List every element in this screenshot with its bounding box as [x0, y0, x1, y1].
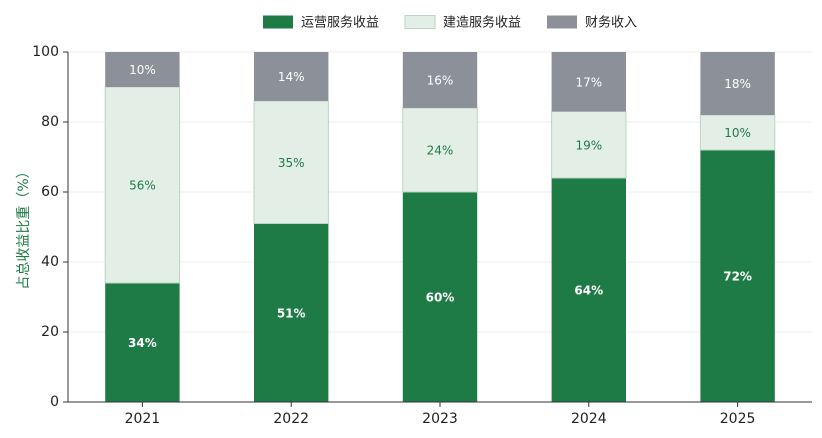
data-label-2022-s0: 51% — [277, 306, 306, 320]
axes: 0 20 40 60 80 100 2021 2022 2023 2024 2025 — [32, 44, 812, 427]
data-label-2024-s2: 17% — [575, 75, 602, 89]
y-tick-label: 20 — [41, 324, 59, 340]
legend-label-0: 运营服务收益 — [301, 15, 379, 31]
x-tick-label: 2023 — [422, 411, 458, 427]
bar-segment-2021-s1 — [104, 86, 181, 284]
bar-segment-2022-s0 — [254, 223, 329, 402]
bar-segment-2024-s1 — [551, 111, 627, 179]
data-label-2023-s1: 24% — [427, 144, 454, 158]
bar-segment-2023-s1 — [402, 107, 478, 193]
bar-segment-2023-s0 — [402, 192, 478, 402]
bar-segment-2021-s2 — [105, 52, 180, 87]
data-label-2022-s2: 14% — [278, 70, 305, 84]
bar-segment-2025-s0 — [700, 150, 775, 402]
data-label-2025-s2: 18% — [724, 77, 751, 91]
x-tick-label: 2021 — [125, 411, 161, 427]
bar-segment-2023-s2 — [402, 52, 478, 108]
legend-swatch-2 — [547, 15, 577, 29]
x-tick-label: 2024 — [571, 411, 607, 427]
bar-segment-2021-s0 — [105, 283, 180, 402]
data-label-2024-s1: 19% — [575, 138, 602, 152]
data-label-2024-s0: 64% — [574, 284, 603, 298]
y-axis-label: 占总收益比重（%） — [16, 164, 32, 289]
data-label-2021-s2: 10% — [129, 63, 156, 77]
data-label-2025-s0: 72% — [723, 270, 752, 284]
bar-segment-2024-s2 — [551, 52, 626, 112]
bar-segment-2022-s1 — [253, 100, 329, 224]
legend-label-1: 建造服务收益 — [443, 15, 521, 31]
segment-labels: 34% 56% 10% 51% 35% 14% 60% 24% 16% 64% 19% 17% 72% 1… — [128, 63, 752, 350]
y-tick-label: 80 — [41, 114, 59, 130]
bars — [104, 52, 776, 402]
bar-segment-2025-s1 — [699, 114, 776, 151]
y-tick-label: 40 — [41, 254, 59, 270]
bar-segment-2022-s2 — [254, 52, 329, 101]
y-tick-label: 0 — [50, 394, 59, 410]
data-label-2021-s1: 56% — [129, 179, 156, 193]
data-label-2021-s0: 34% — [128, 336, 157, 350]
legend-swatch-0 — [263, 15, 293, 29]
data-label-2025-s1: 10% — [724, 126, 751, 140]
legend-swatch-1 — [404, 15, 436, 29]
y-tick-label: 60 — [41, 184, 59, 200]
x-tick-label: 2025 — [720, 411, 756, 427]
data-label-2023-s2: 16% — [427, 74, 454, 88]
bar-segment-2025-s2 — [700, 52, 775, 115]
legend-label-2: 财务收入 — [585, 15, 637, 31]
data-label-2022-s1: 35% — [278, 156, 305, 170]
y-tick-label: 100 — [32, 44, 59, 60]
bar-segment-2024-s0 — [551, 178, 626, 402]
x-tick-label: 2022 — [273, 411, 309, 427]
legend: 运营服务收益 建造服务收益 财务收入 — [263, 15, 637, 31]
data-label-2023-s0: 60% — [426, 291, 455, 305]
